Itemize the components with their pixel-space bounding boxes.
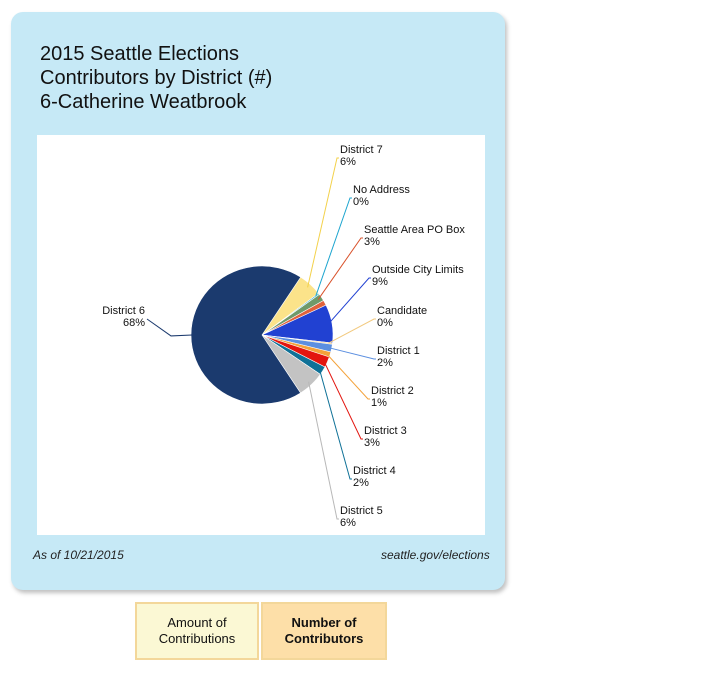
leader-line-district-5 [308,381,339,520]
tab-amount-line-2: Contributions [158,631,236,646]
title-line-2: Contributors by District (#) [40,67,273,89]
tab-number-of-contributors[interactable]: Number of Contributors [261,602,387,660]
leader-line-seattle-area-po-box [317,237,363,300]
slice-percent-district-3: 3% [364,437,380,449]
slice-label-district-2: District 2 [371,385,414,397]
leader-line-district-2 [325,353,370,400]
as-of-date: As of 10/21/2015 [33,548,124,562]
leader-line-district-3 [323,360,363,440]
tab-amount-of-contributions[interactable]: Amount of Contributions [135,602,259,660]
leader-line-district-7 [307,157,339,288]
slice-percent-district-7: 6% [340,156,356,168]
slice-label-outside-city-limits: Outside City Limits [372,264,464,276]
slice-label-district-4: District 4 [353,465,396,477]
chart-title: 2015 Seattle Elections Contributors by D… [40,42,272,114]
tab-amount-line-1: Amount of [167,615,227,630]
slice-percent-district-4: 2% [353,477,369,489]
slice-percent-seattle-area-po-box: 3% [364,236,380,248]
title-line-1: 2015 Seattle Elections [40,43,240,65]
slice-label-district-6: District 6 [102,305,145,317]
title-line-3: 6-Catherine Weatbrook [40,91,247,113]
slice-percent-district-6: 68% [123,317,145,329]
leader-line-district-4 [318,368,352,480]
slice-percent-district-2: 1% [371,397,387,409]
plot-area: District 7 6% No Address 0% Seattle Area PO … [37,135,485,535]
leader-line-district-1 [327,346,376,360]
slice-label-district-5: District 5 [340,505,383,517]
slice-percent-district-1: 2% [377,357,393,369]
leader-line-no-address [315,197,352,297]
slice-percent-candidate: 0% [377,317,393,329]
tab-number-line-2: Contributors [284,631,364,646]
slice-label-district-7: District 7 [340,144,383,156]
slice-label-district-1: District 1 [377,345,420,357]
source-link[interactable]: seattle.gov/elections [381,548,490,562]
slice-label-seattle-area-po-box: Seattle Area PO Box [364,224,465,236]
leader-line-outside-city-limits [327,277,371,325]
leader-line-district-6 [146,318,196,337]
slice-percent-outside-city-limits: 9% [372,276,388,288]
slice-percent-no-address: 0% [353,196,369,208]
slice-percent-district-5: 6% [340,517,356,529]
tab-number-line-1: Number of [291,615,357,630]
leader-line-candidate [328,318,376,344]
slice-label-candidate: Candidate [377,305,427,317]
slice-label-no-address: No Address [353,184,410,196]
slice-label-district-3: District 3 [364,425,407,437]
